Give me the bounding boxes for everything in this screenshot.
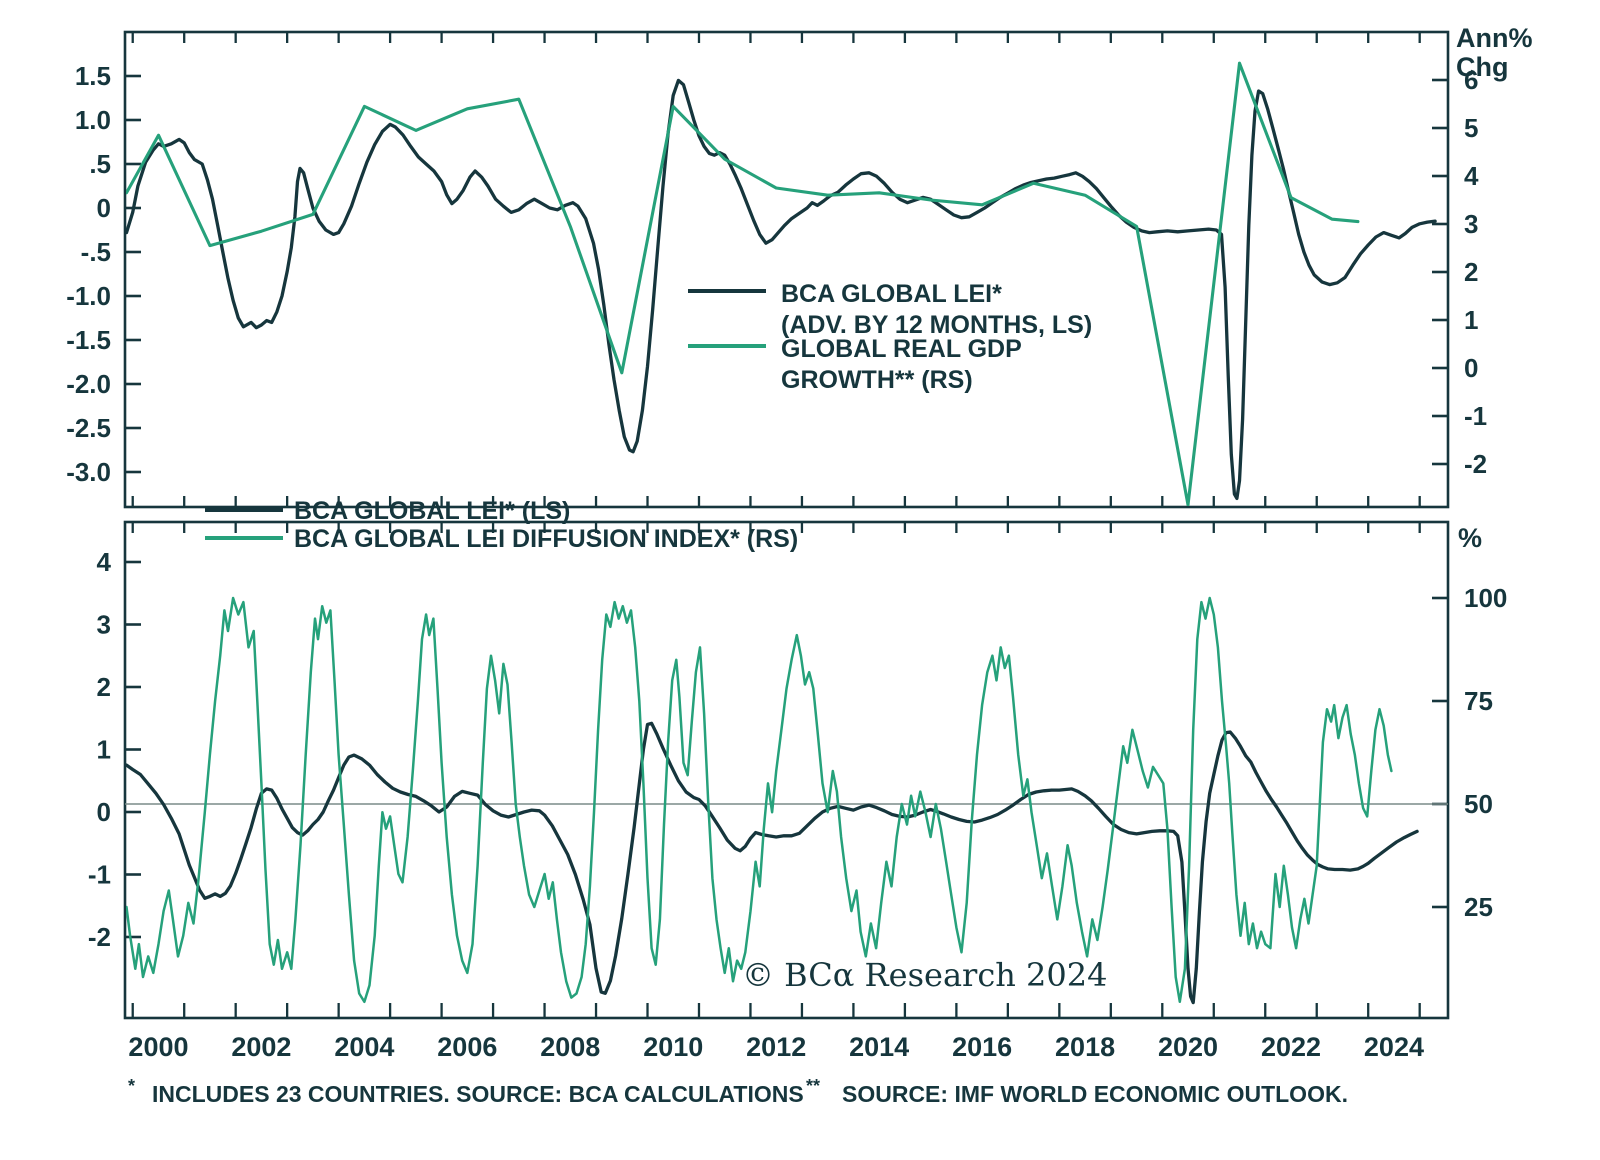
x-axis-year-label: 2000 [128,1032,188,1062]
x-axis-year-label: 2004 [334,1032,394,1062]
left-axis-tick-label: -2 [88,922,111,952]
x-axis-year-label: 2008 [540,1032,600,1062]
right-axis-tick-label: 2 [1464,257,1478,287]
top-right-axis-unit-line1: Ann% [1456,23,1533,53]
right-axis-tick-label: 0 [1464,353,1478,383]
legend-label-lei-advanced-line2: (ADV. BY 12 MONTHS, LS) [781,311,1092,339]
panel-frame [123,520,1450,1020]
bottom-right-axis-unit: % [1458,523,1482,553]
top-panel: 1.5 1.0 .5 0 -.5 -1.0 -1.5 -2.0 -2.5 -3.0 6 5 4 3 2 1 0 -… [66,30,1487,509]
right-axis-tick-label: 6 [1464,65,1478,95]
x-axis-year-label: 2016 [952,1032,1012,1062]
right-axis-tick-label: 75 [1464,686,1493,716]
legend-label-gdp-growth-line2: GROWTH** (RS) [781,366,973,394]
left-axis-tick-label: 1.0 [75,105,111,135]
watermark: © BCα Research 2024 [742,956,1107,994]
series-green-line [126,61,1360,506]
series-green-line [126,596,1393,1004]
left-axis-tick-label: 3 [97,610,111,640]
series-dark-line [126,721,1419,1005]
left-axis-tick-label: -1.0 [66,281,111,311]
legend-label-lei-advanced-line1: BCA GLOBAL LEI* [781,280,1002,308]
left-axis-tick-label: .5 [89,149,111,179]
footnote-text-2: SOURCE: IMF WORLD ECONOMIC OUTLOOK. [842,1081,1348,1107]
left-axis-tick-label: 1 [97,735,111,765]
right-axis-tick-label: -2 [1464,449,1487,479]
x-axis-year-label: 2006 [437,1032,497,1062]
left-axis-tick-label: 1.5 [75,61,111,91]
right-axis-tick-label: 5 [1464,113,1478,143]
x-axis-year-label: 2014 [849,1032,909,1062]
legend-bottom: BCA GLOBAL LEI* (LS) BCA GLOBAL LEI DIFF… [205,497,798,553]
x-axis-year-label: 2018 [1055,1032,1115,1062]
right-axis-tick-label: 3 [1464,209,1478,239]
left-axis-tick-label: -1 [88,860,111,890]
left-axis-tick-label: -1.5 [66,325,111,355]
left-axis-tick-label: 4 [97,547,112,577]
x-axis-year-label: 2002 [231,1032,291,1062]
left-axis-tick-label: -.5 [81,237,111,267]
footnote-double-asterisk: ** [806,1076,820,1096]
left-axis-tick-label: 0 [97,193,111,223]
left-axis-tick-label: -3.0 [66,457,111,487]
x-axis-year-label: 2012 [746,1032,806,1062]
panel-frame [123,30,1450,509]
right-axis-tick-label: 25 [1464,892,1493,922]
right-axis-tick-label: 50 [1464,789,1493,819]
left-axis-tick-label: -2.0 [66,369,111,399]
x-axis-year-label: 2020 [1158,1032,1218,1062]
bottom-panel: 4 3 2 1 0 -1 -2 100 75 50 25 2000 2002 2004 2006 2008 20… [88,520,1507,1062]
left-axis-tick-label: 2 [97,672,111,702]
legend-label-diffusion: BCA GLOBAL LEI DIFFUSION INDEX* (RS) [294,525,798,553]
legend-label-gdp-growth-line1: GLOBAL REAL GDP [781,335,1022,363]
left-axis-tick-label: 0 [97,797,111,827]
legend-top: BCA GLOBAL LEI* (ADV. BY 12 MONTHS, LS) … [688,280,1092,394]
left-axis-tick-label: -2.5 [66,413,111,443]
right-axis-tick-label: 100 [1464,583,1507,613]
footnote: * INCLUDES 23 COUNTRIES. SOURCE: BCA CAL… [128,1076,1348,1107]
footnote-text-1: INCLUDES 23 COUNTRIES. SOURCE: BCA CALCU… [152,1081,804,1107]
legend-label-lei: BCA GLOBAL LEI* (LS) [294,497,570,525]
x-axis-year-label: 2022 [1261,1032,1321,1062]
x-axis-year-label: 2010 [643,1032,703,1062]
right-axis-tick-label: -1 [1464,401,1487,431]
right-axis-tick-label: 1 [1464,305,1478,335]
footnote-asterisk: * [128,1076,135,1096]
right-axis-tick-label: 4 [1464,161,1479,191]
top-right-axis-unit-line2: Chg [1456,52,1508,82]
x-axis-year-label: 2024 [1364,1032,1424,1062]
series-dark-line [126,78,1437,501]
